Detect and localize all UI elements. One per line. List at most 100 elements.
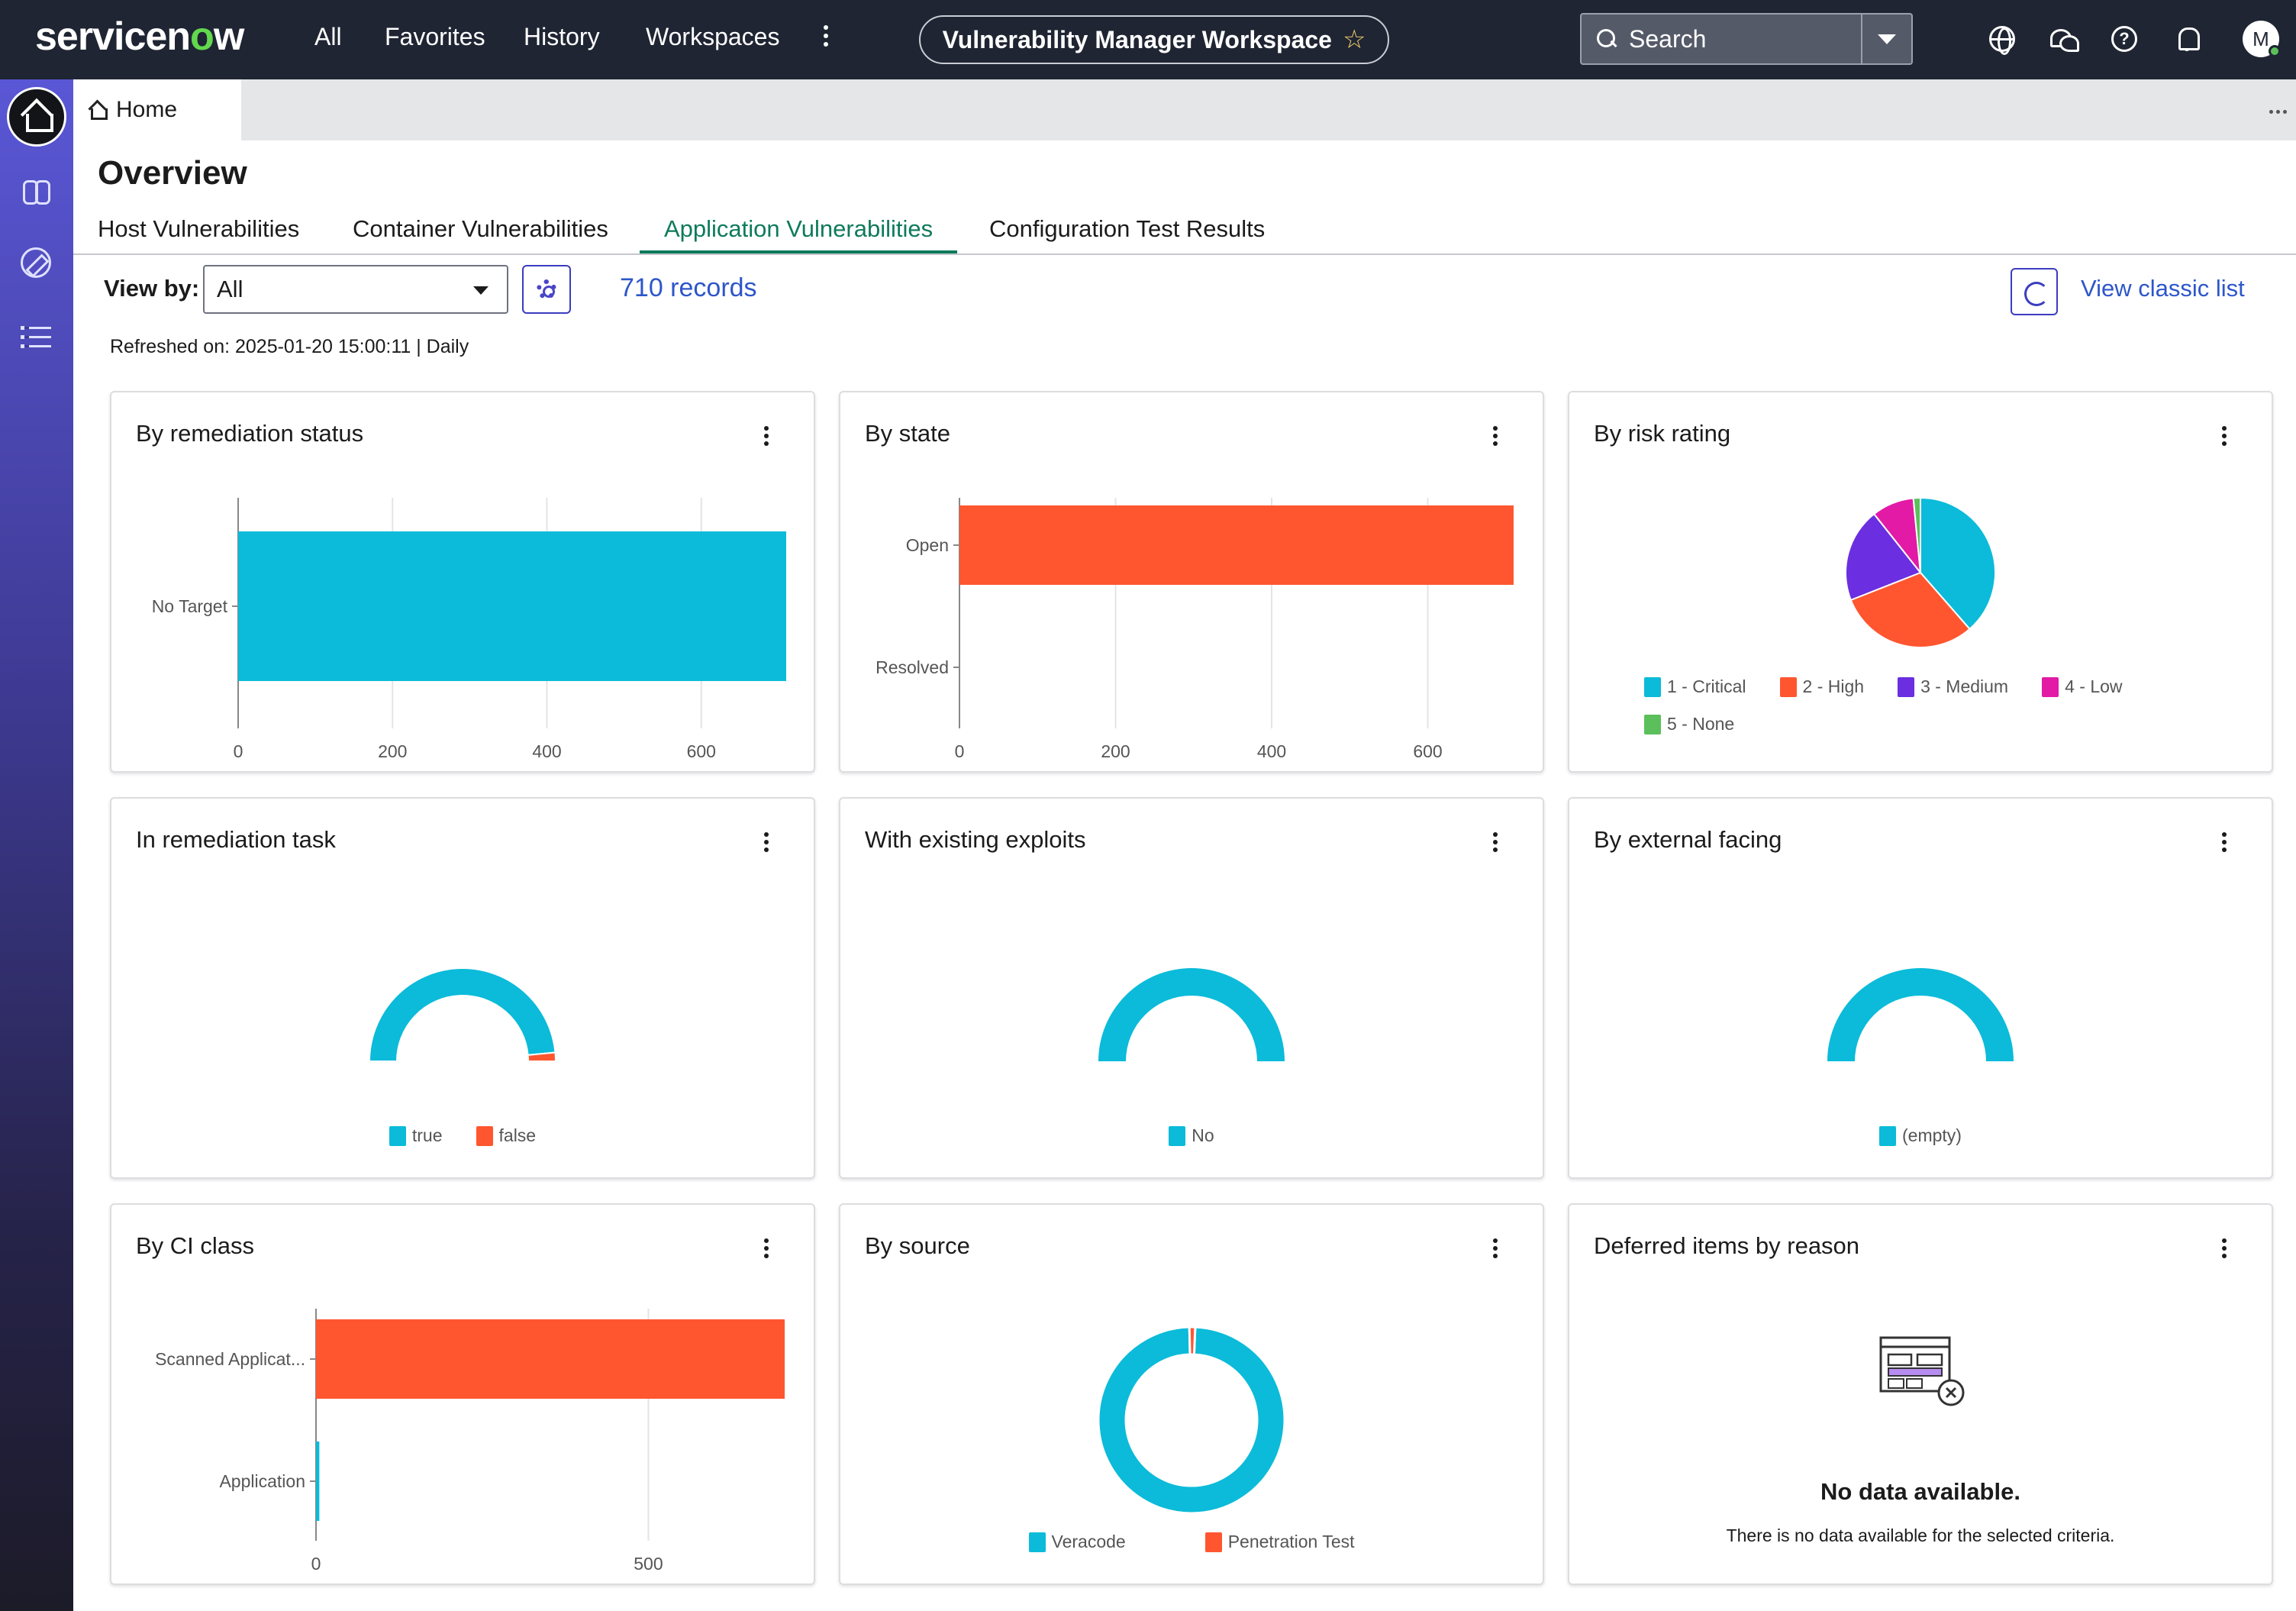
kebab-menu-icon[interactable] — [762, 832, 771, 854]
binoculars-icon[interactable] — [21, 174, 53, 205]
slice — [1098, 968, 1285, 1061]
card-risk-rating: By risk rating 1 - Critical 2 - High 3 - M… — [1568, 391, 2273, 773]
nav-history[interactable]: History — [524, 23, 600, 50]
card-title: By external facing — [1594, 826, 1782, 853]
kebab-menu-icon[interactable] — [2220, 832, 2229, 854]
nav-favorites[interactable]: Favorites — [385, 23, 485, 50]
x-tick-label: 600 — [687, 741, 716, 761]
kebab-menu-icon[interactable] — [2220, 1238, 2229, 1260]
bar — [316, 1442, 320, 1521]
legend-label: 4 - Low — [2065, 676, 2123, 696]
view-classic-list-link[interactable]: View classic list — [2081, 275, 2245, 302]
legend-item[interactable]: Penetration Test — [1204, 1532, 1355, 1552]
legend-label: Penetration Test — [1227, 1532, 1355, 1551]
no-data-title: No data available. — [1820, 1478, 2020, 1505]
legend-swatch — [1644, 714, 1661, 734]
legend-item[interactable]: 3 - Medium — [1898, 676, 2008, 697]
home-icon[interactable] — [7, 87, 66, 147]
legend-swatch — [1898, 676, 1915, 697]
tab-strip-more-icon[interactable] — [2269, 110, 2287, 114]
card-title: By CI class — [136, 1232, 255, 1259]
globe-icon[interactable] — [1989, 26, 2015, 55]
legend-item[interactable]: 5 - None — [1644, 714, 1734, 734]
settings-button[interactable] — [522, 265, 571, 314]
tab-configuration-test-results[interactable]: Configuration Test Results — [989, 215, 1266, 242]
chart-legend: Veracode Penetration Test — [840, 1532, 1543, 1552]
subtab-bar: Host Vulnerabilities Container Vulnerabi… — [73, 206, 2296, 255]
kebab-menu-icon[interactable] — [1491, 1238, 1500, 1260]
slice — [527, 1051, 557, 1062]
card-by-source: By source Veracode Penetration Test — [839, 1203, 1544, 1585]
servicenow-logo[interactable]: servicenow — [35, 15, 244, 59]
y-tick-label: Scanned Applicat... — [155, 1349, 305, 1369]
x-tick-label: 400 — [1257, 741, 1286, 761]
chart-by-state: 0 200 400 600 Open Resolved — [876, 498, 1514, 761]
card-title: With existing exploits — [865, 826, 1086, 853]
slice — [368, 967, 556, 1062]
legend-swatch — [1204, 1532, 1222, 1552]
legend-swatch — [1169, 1125, 1186, 1146]
view-by-label: View by: — [104, 275, 200, 302]
list-icon[interactable] — [21, 322, 53, 353]
nav-workspaces[interactable]: Workspaces — [646, 23, 780, 50]
legend-label: 2 - High — [1802, 676, 1865, 696]
legend-label: 3 - Medium — [1920, 676, 2009, 696]
refresh-button[interactable] — [2011, 268, 2058, 315]
tab-container-vulnerabilities[interactable]: Container Vulnerabilities — [353, 215, 608, 242]
kebab-menu-icon[interactable] — [762, 426, 771, 447]
legend-item[interactable]: false — [476, 1125, 536, 1146]
star-icon[interactable]: ☆ — [1342, 25, 1366, 54]
card-remediation-task: In remediation task true false — [110, 797, 815, 1179]
records-link[interactable]: 710 records — [620, 273, 757, 302]
workspace-title: Vulnerability Manager Workspace — [942, 25, 1332, 53]
legend-item[interactable]: 2 - High — [1779, 676, 1865, 697]
slice — [1097, 1325, 1286, 1515]
view-by-select[interactable]: All — [203, 265, 508, 314]
legend-item[interactable]: 4 - Low — [2042, 676, 2123, 697]
card-remediation-status: By remediation status 0 200 400 600 No Targe… — [110, 391, 815, 773]
legend-item[interactable]: (empty) — [1879, 1125, 1962, 1146]
kebab-menu-icon[interactable] — [1491, 426, 1500, 447]
legend-item[interactable]: Veracode — [1028, 1532, 1126, 1552]
legend-item[interactable]: 1 - Critical — [1644, 676, 1746, 697]
slice — [1920, 496, 1996, 631]
chat-icon[interactable] — [2050, 26, 2079, 52]
slice — [1912, 496, 1921, 573]
tab-home[interactable]: Home — [73, 79, 241, 140]
kebab-menu-icon[interactable] — [762, 1238, 771, 1260]
slice — [1849, 571, 1971, 648]
kebab-menu-icon[interactable] — [1491, 832, 1500, 854]
x-tick-label: 200 — [378, 741, 407, 761]
nav-more-icon[interactable] — [818, 21, 834, 56]
card-title: By risk rating — [1594, 420, 1731, 447]
chart-existing-exploits — [1098, 968, 1285, 1061]
x-tick-label: 600 — [1413, 741, 1442, 761]
y-tick-label: No Target — [152, 596, 228, 616]
no-data-illustration-icon — [1879, 1336, 1965, 1406]
search-scope-dropdown[interactable] — [1861, 15, 1911, 63]
avatar[interactable]: M — [2243, 21, 2281, 57]
legend-label: No — [1192, 1125, 1214, 1145]
workspace-pill[interactable]: Vulnerability Manager Workspace ☆ — [919, 15, 1389, 64]
tab-application-vulnerabilities[interactable]: Application Vulnerabilities — [640, 215, 958, 253]
card-by-state: By state 0 200 400 600 Open Resolved — [839, 391, 1544, 773]
legend-item[interactable]: true — [389, 1125, 443, 1146]
nav-all[interactable]: All — [314, 23, 342, 50]
no-data-description: There is no data available for the selec… — [1726, 1525, 2115, 1545]
presence-dot — [2269, 45, 2281, 57]
help-icon[interactable]: ? — [2111, 26, 2137, 52]
legend-item[interactable]: No — [1169, 1125, 1214, 1146]
slice — [1188, 1325, 1197, 1356]
left-rail — [0, 79, 73, 1611]
chart-remediation-task — [368, 967, 557, 1062]
compass-icon[interactable] — [21, 247, 51, 278]
slice — [1845, 512, 1922, 602]
card-title: Deferred items by reason — [1594, 1232, 1860, 1259]
bell-icon[interactable] — [2174, 26, 2200, 52]
kebab-menu-icon[interactable] — [2220, 426, 2229, 447]
tab-host-vulnerabilities[interactable]: Host Vulnerabilities — [98, 215, 300, 242]
x-tick-label: 400 — [532, 741, 561, 761]
bar — [959, 505, 1514, 585]
search-input[interactable] — [1629, 24, 1858, 53]
top-navigation-bar: servicenow All Favorites History Workspa… — [0, 0, 2296, 79]
